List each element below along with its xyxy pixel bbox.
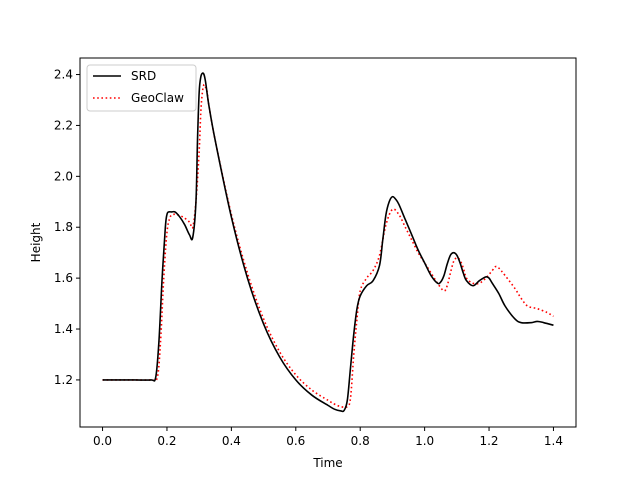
y-axis: 1.2 1.4 1.6 1.8 2.0 2.2 2.4 — [54, 68, 80, 387]
y-tick-label: 2.0 — [54, 169, 73, 183]
x-tick-label: 1.0 — [415, 434, 434, 448]
y-tick-label: 1.2 — [54, 373, 73, 387]
series-line-srd — [102, 72, 554, 413]
series-layer — [102, 72, 554, 413]
x-tick-label: 0.8 — [351, 434, 370, 448]
legend: SRD GeoClaw — [86, 64, 197, 112]
x-tick-label: 0.2 — [157, 434, 176, 448]
x-tick-label: 0.6 — [286, 434, 305, 448]
y-tick-label: 1.4 — [54, 322, 73, 336]
legend-label-geoclaw: GeoClaw — [131, 91, 184, 105]
y-axis-label: Height — [29, 222, 43, 262]
x-axis: 0.0 0.2 0.4 0.6 0.8 1.0 1.2 1.4 — [93, 427, 563, 448]
x-tick-label: 0.4 — [222, 434, 241, 448]
x-tick-label: 0.0 — [93, 434, 112, 448]
x-axis-label: Time — [312, 456, 342, 470]
plot-frame — [79, 57, 577, 428]
x-tick-label: 1.2 — [479, 434, 498, 448]
y-tick-label: 2.2 — [54, 118, 73, 132]
plot-area — [80, 58, 576, 427]
y-tick-label: 1.8 — [54, 220, 73, 234]
y-tick-label: 1.6 — [54, 271, 73, 285]
legend-label-srd: SRD — [131, 69, 156, 83]
y-tick-label: 2.4 — [54, 68, 73, 82]
x-tick-label: 1.4 — [544, 434, 563, 448]
